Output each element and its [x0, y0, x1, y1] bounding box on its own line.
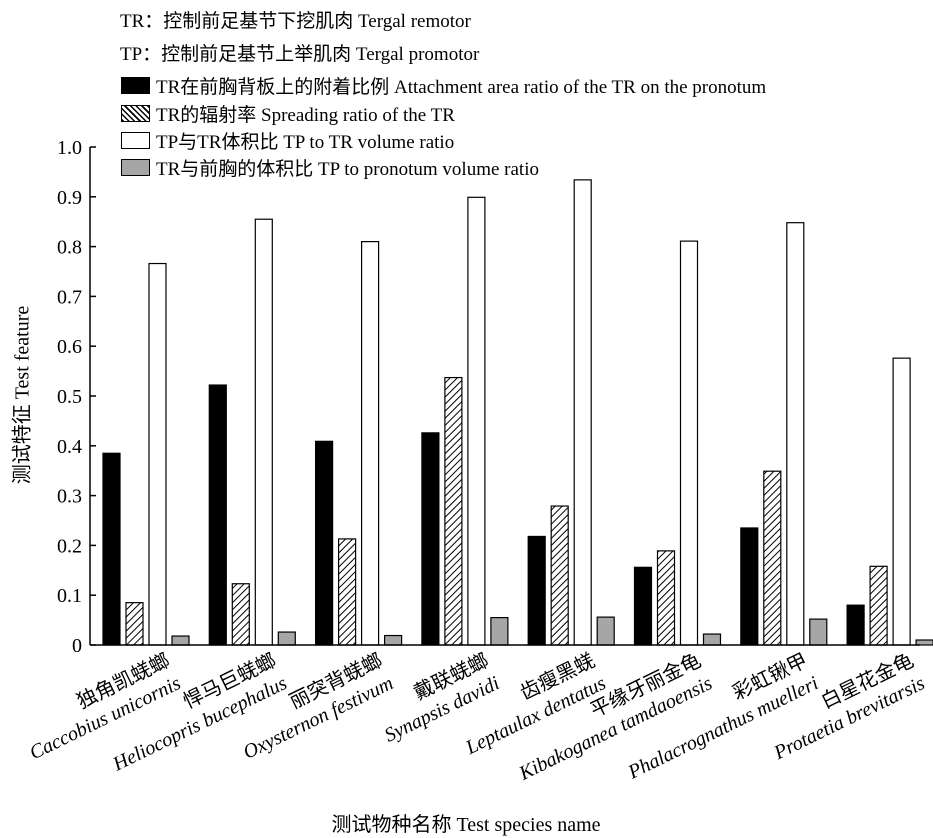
legend-item-tr-pronotum-volume: TR与前胸的体积比 TP to pronotum volume ratio: [121, 154, 539, 181]
bar-tr-pronotum-volume: [490, 617, 509, 646]
legend-item-tp-tr-volume: TP与TR体积比 TP to TR volume ratio: [121, 127, 454, 154]
bar-tr-pronotum-volume: [915, 639, 933, 646]
bar-attachment-ratio: [102, 452, 121, 646]
bar-spreading-ratio: [656, 550, 676, 646]
legend-item-attachment: TR在前胸背板上的附着比例 Attachment area ratio of t…: [121, 72, 766, 99]
bar-tp-tr-volume: [679, 240, 699, 646]
bar-tr-pronotum-volume: [809, 618, 828, 646]
y-tick-label: 0.1: [57, 585, 82, 607]
bar-tr-pronotum-volume: [277, 631, 296, 646]
note-tp-definition: TP：控制前足基节上举肌肉 Tergal promotor: [120, 44, 480, 65]
legend-swatch-solid: [121, 77, 150, 94]
bar-spreading-ratio: [763, 470, 782, 646]
legend-label-tp-tr-volume: TP与TR体积比 TP to TR volume ratio: [156, 132, 455, 153]
bar-tp-tr-volume: [254, 218, 273, 646]
y-axis-ticks: 0 0.1 0.2 0.3 0.4 0.5 0.6 0.7 0.8 0.9 1.0: [57, 137, 96, 657]
legend-swatch-white: [121, 132, 150, 149]
bar-spreading-ratio: [338, 538, 357, 646]
y-tick-label: 0: [72, 635, 82, 657]
legend-label-attachment: TR在前胸背板上的附着比例 Attachment area ratio of t…: [156, 77, 767, 98]
note-tr-definition: TR：控制前足基节下挖肌肉 Tergal remotor: [120, 11, 471, 32]
bar-spreading-ratio: [125, 602, 144, 646]
bar-attachment-ratio: [315, 440, 334, 646]
bar-attachment-ratio: [633, 566, 653, 646]
y-tick-label: 0.9: [57, 187, 82, 209]
bar-tp-tr-volume: [786, 222, 805, 646]
bar-tr-pronotum-volume: [171, 635, 190, 646]
bar-spreading-ratio: [444, 376, 463, 646]
legend-swatch-hatched: [121, 105, 150, 122]
y-tick-label: 0.5: [57, 386, 82, 408]
y-tick-label: 0.2: [57, 535, 82, 557]
bar-tp-tr-volume: [892, 357, 911, 646]
y-tick-label: 0.6: [57, 336, 82, 358]
legend-label-spreading: TR的辐射率 Spreading ratio of the TR: [156, 105, 455, 126]
x-axis-title: 测试物种名称 Test species name: [331, 814, 601, 836]
bar-tp-tr-volume: [361, 241, 380, 646]
bar-tr-pronotum-volume: [596, 616, 615, 646]
bar-tr-pronotum-volume: [384, 634, 403, 646]
bar-tp-tr-volume: [148, 262, 167, 646]
bar-attachment-ratio: [421, 432, 440, 646]
legend-item-spreading: TR的辐射率 Spreading ratio of the TR: [121, 100, 455, 127]
bar-tr-pronotum-volume: [702, 633, 722, 646]
y-tick-label: 0.3: [57, 486, 82, 508]
bar-spreading-ratio: [550, 505, 569, 646]
bar-attachment-ratio: [527, 535, 546, 646]
y-tick-label: 0.8: [57, 237, 82, 259]
y-tick-label: 0.4: [57, 436, 82, 458]
legend-label-tr-pronotum-volume: TR与前胸的体积比 TP to pronotum volume ratio: [156, 159, 539, 180]
bar-spreading-ratio: [869, 565, 888, 646]
bars-layer: [102, 179, 933, 646]
bar-spreading-ratio: [231, 583, 250, 646]
y-tick-label: 0.7: [57, 286, 82, 308]
bar-tp-tr-volume: [573, 179, 592, 646]
bar-tp-tr-volume: [467, 196, 486, 646]
bar-attachment-ratio: [846, 604, 865, 646]
y-axis-title: 测试特征 Test feature: [11, 305, 34, 485]
legend-swatch-gray: [121, 159, 150, 176]
bar-attachment-ratio: [208, 384, 227, 646]
y-tick-label: 1.0: [57, 137, 82, 159]
bar-attachment-ratio: [740, 527, 759, 646]
